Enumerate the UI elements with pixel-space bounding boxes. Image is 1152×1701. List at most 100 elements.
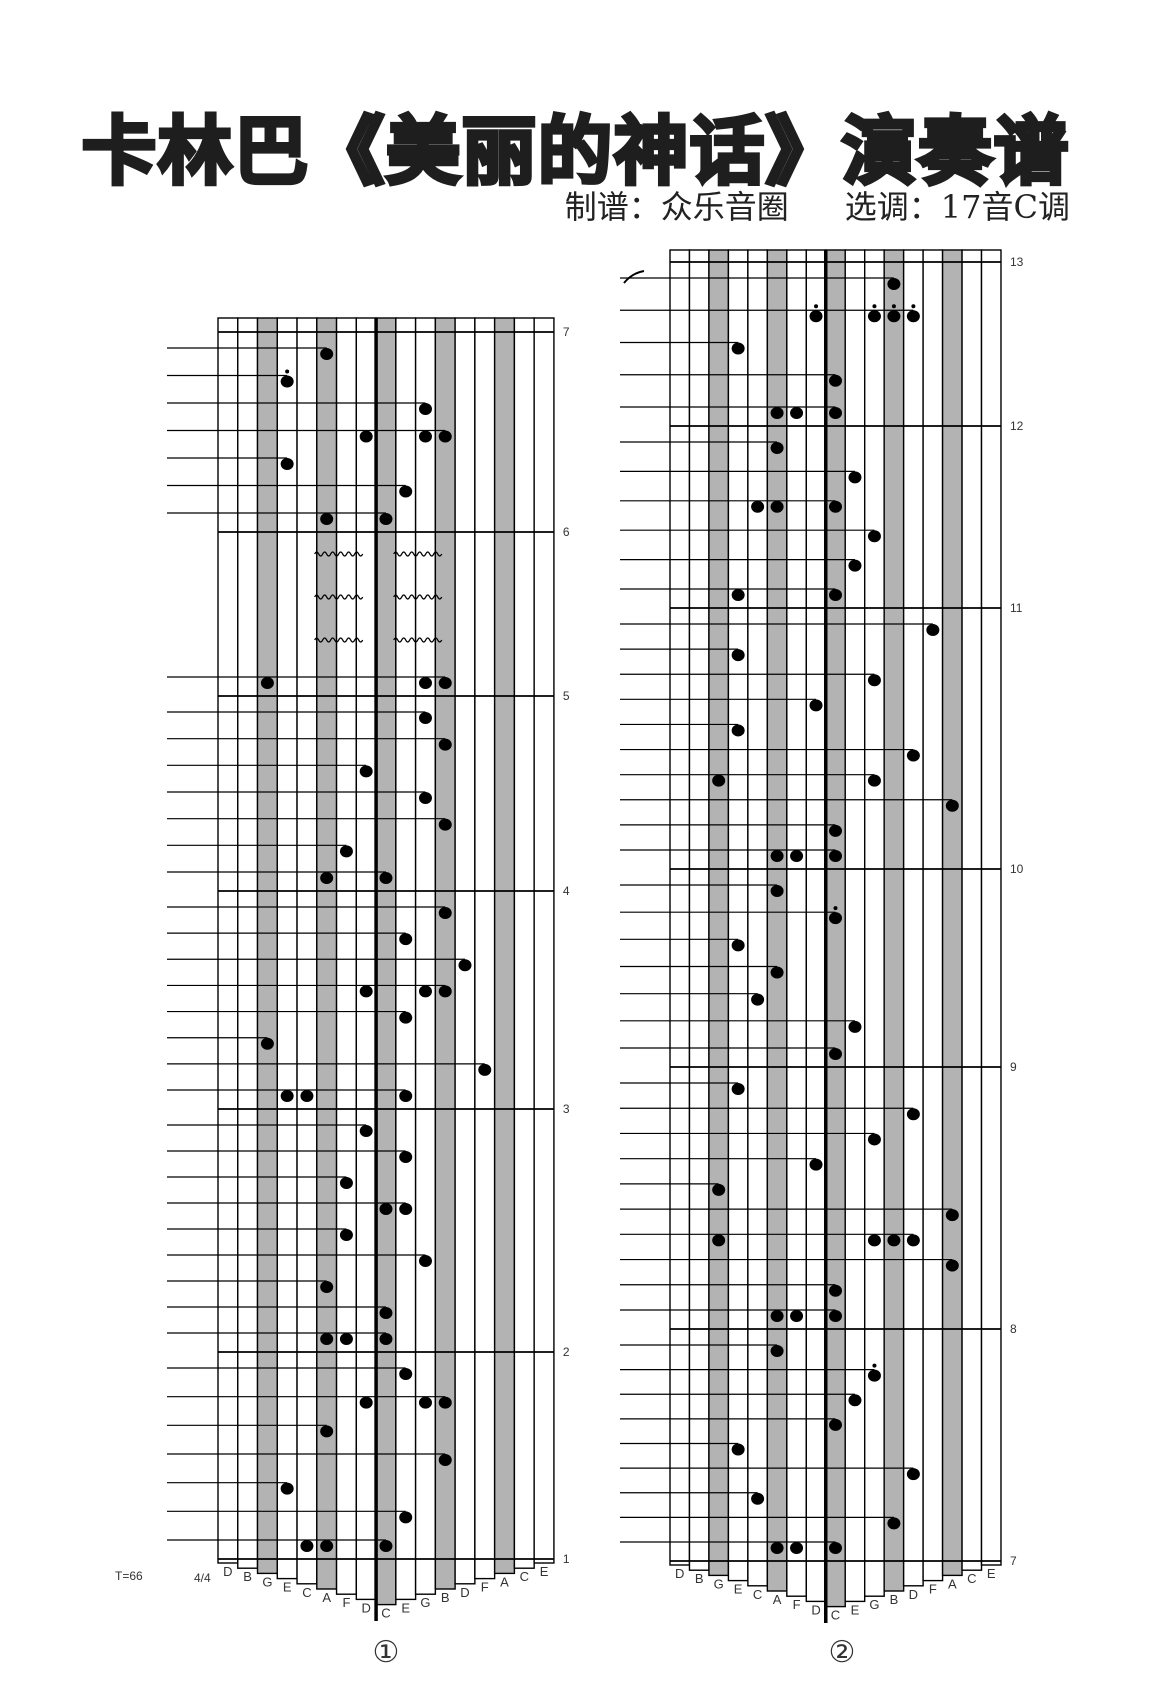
tine-label: C [302,1585,311,1600]
tine-label: E [734,1582,743,1597]
tine-label: D [675,1566,684,1581]
tine-label: C [520,1569,529,1584]
note-D [906,1234,920,1247]
note-E [848,559,862,572]
note-G [418,1396,432,1409]
note-C [828,824,842,837]
note-D [809,1158,823,1171]
note-C [828,589,842,601]
note-B [887,1234,901,1247]
note-C [300,1090,314,1102]
tine-label: E [987,1566,996,1581]
note-F [339,1177,353,1189]
note-A [945,799,959,812]
tine-label: C [381,1606,390,1621]
note-B [438,1454,452,1466]
note-E [399,1368,413,1380]
tine-label: E [283,1580,292,1595]
note-F [478,1063,492,1076]
note-G [867,310,881,323]
note-E [731,724,745,737]
tine-label: D [460,1585,469,1600]
note-G [867,774,881,787]
note-G [867,1133,881,1146]
note-G [418,677,432,689]
note-G [867,1234,881,1247]
measure-number: 9 [1010,1060,1017,1074]
note-B [438,985,452,998]
note-D [359,1396,373,1409]
measure-number: 10 [1010,862,1024,876]
tine-F [474,317,496,1580]
note-E [399,1203,413,1215]
tine-label: C [831,1608,840,1623]
tine-label: B [243,1569,252,1584]
note-A [320,872,334,884]
tine-D [902,249,924,1587]
tine-C [825,249,846,1608]
note-A [320,513,334,525]
note-E [848,471,862,484]
note-C [828,1542,842,1554]
note-D [906,1468,920,1481]
measure-number: 7 [1010,1554,1017,1568]
tine-A [493,317,516,1575]
note-E [280,1482,294,1495]
note-C [379,1307,393,1319]
measure-number: 7 [563,325,570,339]
note-C [379,513,393,525]
note-A [770,1310,784,1322]
note-C [828,1310,842,1322]
note-E [731,589,745,601]
tine-label: B [890,1592,899,1607]
tine-A [316,317,338,1590]
note-E [731,1083,745,1095]
octave-dot [833,906,838,911]
tine-label: D [811,1602,820,1617]
note-D [359,985,373,998]
tine-E [980,249,1002,1566]
note-E [399,933,413,946]
note-E [280,1090,294,1102]
tine-C [375,317,397,1606]
measure-number: 2 [563,1345,570,1359]
tine-label: G [714,1576,724,1591]
note-G [867,1369,881,1382]
note-G [418,792,432,804]
subtitle: 制谱：众乐音圈 选调：17音C调 [565,182,1070,228]
tine-C [513,317,535,1569]
note-C [379,1540,393,1552]
note-F [339,1229,353,1241]
tine-label: A [773,1592,782,1607]
tine-B [883,249,905,1592]
note-C [828,912,842,925]
note-B [438,1396,452,1409]
note-D [906,1108,920,1121]
note-E [280,458,294,470]
note-D [359,1125,373,1137]
octave-dot [911,304,916,309]
tine-E [533,317,555,1564]
note-B [887,1517,901,1530]
note-A [945,1259,959,1272]
note-C [828,407,842,419]
note-B [438,677,452,689]
tremolo-mark [314,594,364,600]
note-C [751,993,765,1006]
note-F [926,624,940,636]
note-G [418,1255,432,1267]
note-F [790,1310,804,1322]
tine-label: F [793,1597,801,1612]
tremolo-mark [393,551,443,557]
measure-number: 11 [1010,601,1023,615]
tine-E [727,249,749,1582]
note-A [320,1540,334,1552]
note-G [260,1037,274,1050]
note-D [359,430,373,443]
note-G [712,1234,726,1247]
measure-number: 1 [563,1552,570,1566]
note-A [320,1281,334,1293]
tremolo-mark [393,637,443,643]
note-A [320,1333,334,1345]
